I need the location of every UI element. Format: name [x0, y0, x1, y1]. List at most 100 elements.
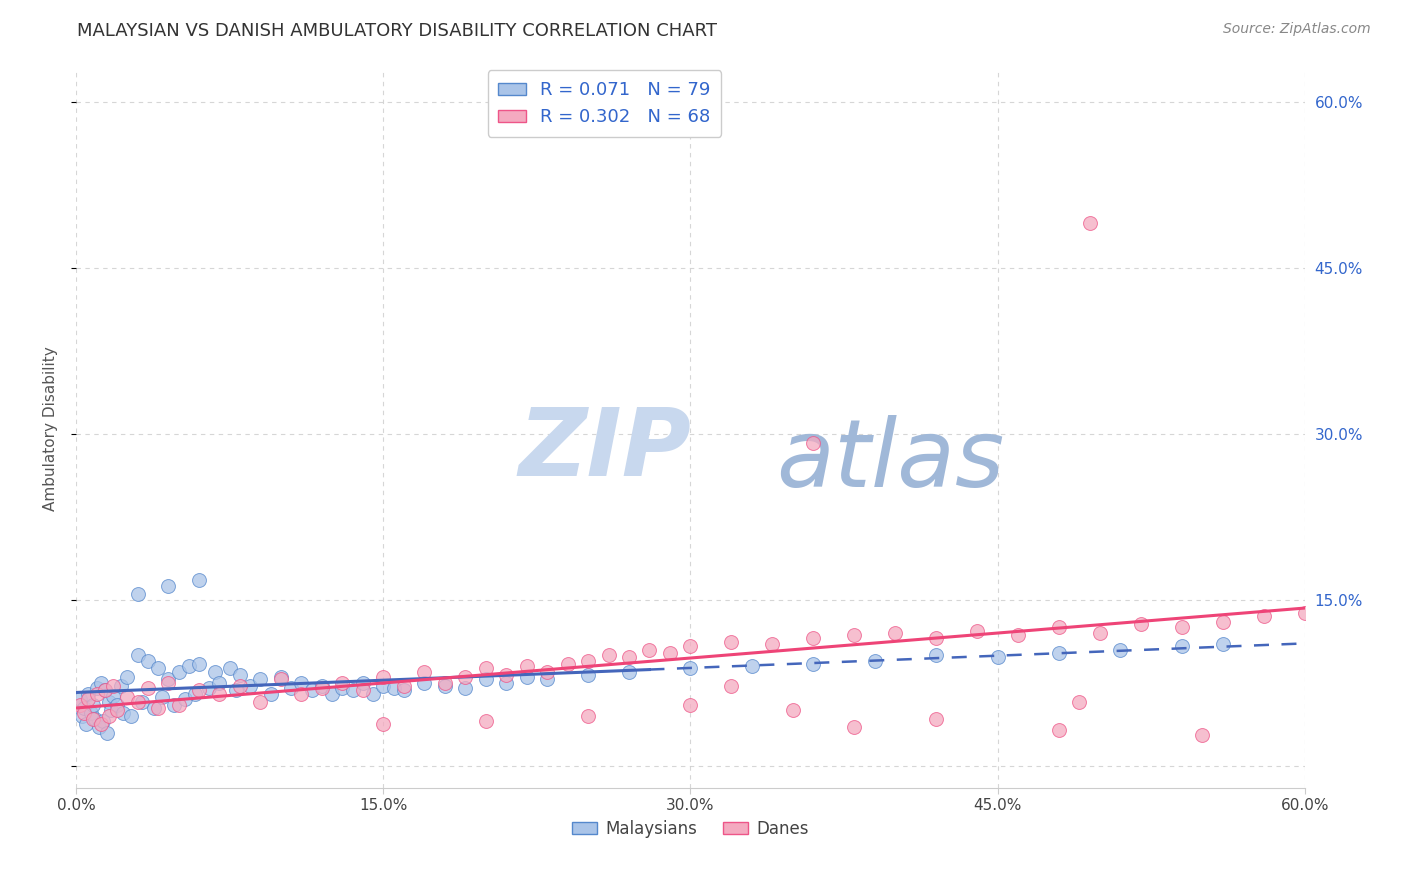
Point — [77, 687, 100, 701]
Point — [167, 698, 190, 712]
Point — [90, 716, 112, 731]
Point — [516, 659, 538, 673]
Point — [679, 661, 702, 675]
Point — [146, 661, 169, 675]
Point — [1047, 723, 1070, 738]
Point — [249, 673, 271, 687]
Point — [120, 709, 142, 723]
Legend: Malaysians, Danes: Malaysians, Danes — [565, 813, 815, 844]
Point — [69, 698, 91, 712]
Point — [127, 587, 149, 601]
Point — [474, 673, 496, 687]
Point — [260, 687, 283, 701]
Point — [1109, 642, 1132, 657]
Point — [352, 675, 374, 690]
Text: atlas: atlas — [776, 415, 1005, 506]
Point — [495, 668, 517, 682]
Point — [157, 579, 180, 593]
Point — [198, 681, 221, 696]
Point — [105, 698, 128, 712]
Point — [146, 701, 169, 715]
Point — [218, 661, 240, 675]
Point — [761, 637, 783, 651]
Point — [1047, 620, 1070, 634]
Point — [986, 650, 1008, 665]
Point — [1253, 609, 1275, 624]
Point — [474, 714, 496, 729]
Point — [495, 675, 517, 690]
Point — [863, 654, 886, 668]
Point — [1088, 626, 1111, 640]
Text: ZIP: ZIP — [519, 404, 692, 496]
Point — [73, 701, 96, 715]
Point — [925, 632, 948, 646]
Point — [208, 687, 231, 701]
Point — [844, 720, 866, 734]
Point — [167, 665, 190, 679]
Point — [188, 657, 211, 671]
Point — [433, 675, 456, 690]
Point — [1047, 646, 1070, 660]
Point — [290, 687, 312, 701]
Point — [679, 639, 702, 653]
Point — [454, 681, 477, 696]
Point — [270, 670, 292, 684]
Point — [433, 679, 456, 693]
Point — [131, 694, 153, 708]
Point — [73, 706, 96, 720]
Point — [1212, 637, 1234, 651]
Point — [86, 687, 108, 701]
Point — [94, 683, 117, 698]
Point — [679, 698, 702, 712]
Point — [454, 670, 477, 684]
Point — [90, 675, 112, 690]
Point — [617, 665, 640, 679]
Point — [239, 679, 262, 693]
Point — [1171, 639, 1194, 653]
Point — [280, 681, 302, 696]
Point — [69, 692, 91, 706]
Point — [598, 648, 620, 662]
Point — [94, 683, 117, 698]
Point — [1069, 694, 1091, 708]
Point — [301, 683, 323, 698]
Point — [720, 634, 742, 648]
Point — [576, 709, 599, 723]
Point — [157, 673, 180, 687]
Point — [188, 683, 211, 698]
Point — [290, 675, 312, 690]
Point — [97, 694, 120, 708]
Point — [101, 689, 124, 703]
Point — [136, 681, 159, 696]
Point — [127, 694, 149, 708]
Point — [188, 573, 211, 587]
Point — [150, 690, 173, 704]
Point — [77, 692, 100, 706]
Point — [1129, 617, 1152, 632]
Point — [413, 675, 436, 690]
Point — [373, 679, 395, 693]
Point — [658, 646, 681, 660]
Point — [110, 679, 132, 693]
Point — [75, 716, 97, 731]
Point — [143, 701, 166, 715]
Point — [270, 673, 292, 687]
Point — [925, 648, 948, 662]
Point — [79, 706, 101, 720]
Y-axis label: Ambulatory Disability: Ambulatory Disability — [44, 346, 58, 510]
Point — [249, 694, 271, 708]
Point — [966, 624, 988, 638]
Point — [100, 703, 122, 717]
Point — [1007, 628, 1029, 642]
Point — [112, 706, 135, 720]
Point — [136, 654, 159, 668]
Point — [330, 675, 353, 690]
Point — [1078, 217, 1101, 231]
Point — [330, 681, 353, 696]
Point — [177, 659, 200, 673]
Point — [82, 698, 104, 712]
Point — [352, 683, 374, 698]
Point — [1171, 620, 1194, 634]
Point — [86, 681, 108, 696]
Point — [801, 435, 824, 450]
